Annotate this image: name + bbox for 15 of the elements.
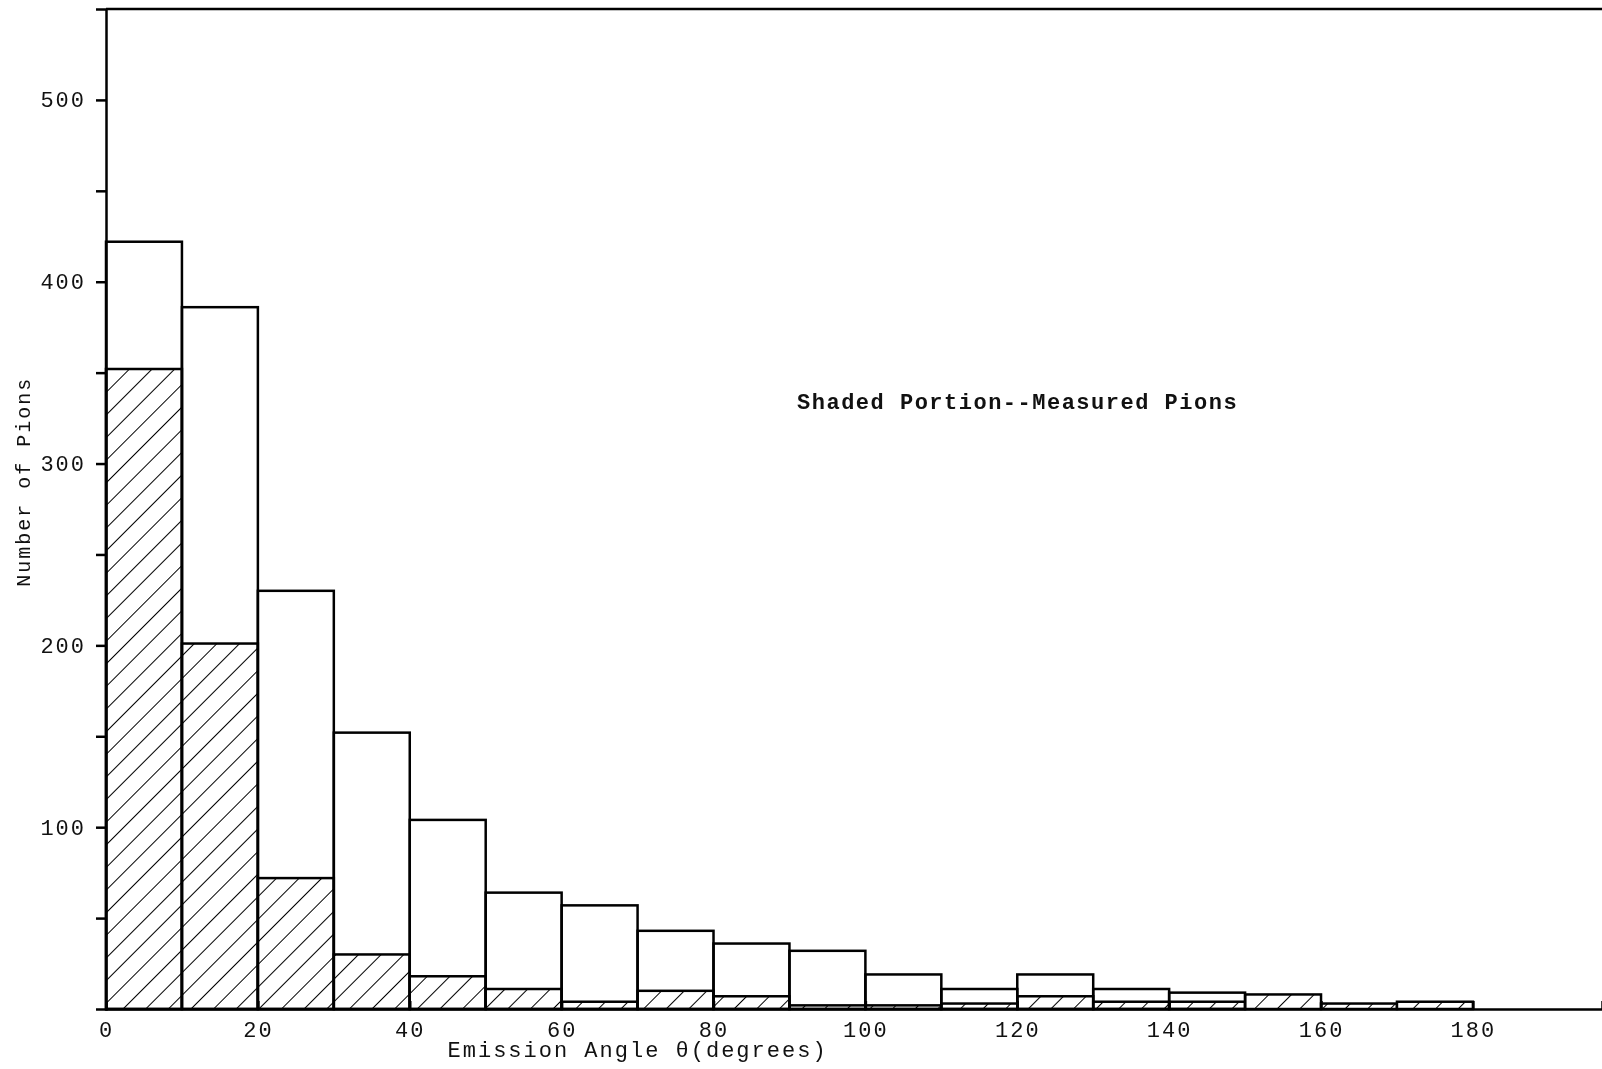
y-tick-label: 100 — [40, 816, 86, 842]
x-tick-label: 120 — [994, 1018, 1041, 1044]
x-tick-label: 140 — [1146, 1018, 1193, 1044]
y-tick-label: 500 — [40, 89, 86, 115]
y-tick-label: 200 — [40, 634, 86, 660]
x-tick-label: 100 — [843, 1018, 889, 1044]
annotation: Shaded Portion--Measured Pions — [797, 391, 1239, 416]
x-tick-label: 160 — [1298, 1018, 1345, 1044]
y-tick-label: 400 — [40, 271, 86, 297]
y-axis-title: Number of Pions — [13, 376, 36, 587]
x-tick-label: 180 — [1450, 1018, 1497, 1044]
x-tick-label: 20 — [243, 1018, 274, 1044]
x-tick-label: 0 — [98, 1018, 115, 1044]
x-tick-label: 40 — [395, 1018, 426, 1044]
y-tick-label: 300 — [40, 453, 86, 479]
